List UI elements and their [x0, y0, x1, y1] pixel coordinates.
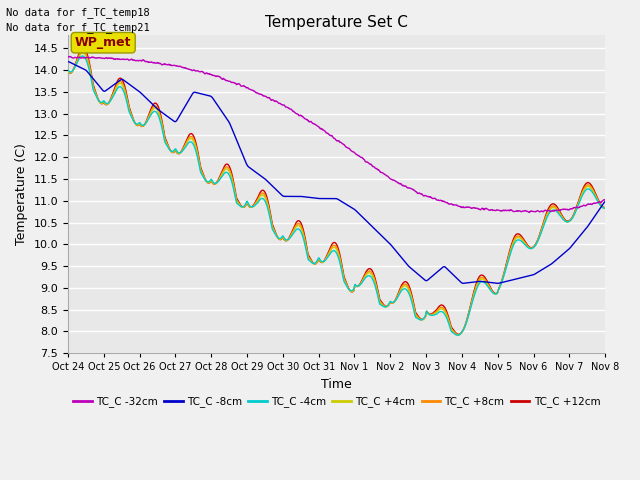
TC_C -32cm: [292, 111, 300, 117]
TC_C +8cm: [602, 205, 609, 211]
TC_C -8cm: [303, 194, 311, 200]
Title: Temperature Set C: Temperature Set C: [265, 15, 408, 30]
TC_C +4cm: [128, 114, 136, 120]
TC_C +8cm: [370, 275, 378, 280]
TC_C -8cm: [602, 199, 609, 204]
TC_C +4cm: [313, 259, 321, 264]
TC_C -32cm: [66, 54, 74, 60]
TC_C +8cm: [128, 113, 136, 119]
Y-axis label: Temperature (C): Temperature (C): [15, 143, 28, 245]
TC_C -4cm: [128, 115, 136, 120]
TC_C +4cm: [303, 251, 311, 257]
Line: TC_C -8cm: TC_C -8cm: [68, 62, 605, 283]
TC_C -4cm: [303, 253, 311, 259]
Line: TC_C +4cm: TC_C +4cm: [68, 53, 605, 335]
TC_C +8cm: [303, 250, 311, 256]
TC_C -4cm: [313, 258, 321, 264]
Line: TC_C -4cm: TC_C -4cm: [68, 56, 605, 335]
TC_C -32cm: [128, 56, 136, 62]
TC_C -32cm: [602, 197, 609, 203]
TC_C -8cm: [127, 83, 135, 89]
TC_C +8cm: [454, 332, 462, 338]
TC_C -4cm: [106, 99, 114, 105]
TC_C +8cm: [79, 48, 87, 54]
TC_C +4cm: [370, 276, 378, 282]
TC_C +4cm: [79, 50, 87, 56]
TC_C -4cm: [292, 227, 300, 232]
Line: TC_C +12cm: TC_C +12cm: [68, 48, 605, 335]
Text: WP_met: WP_met: [75, 36, 131, 49]
TC_C -4cm: [79, 53, 86, 59]
TC_C -32cm: [64, 54, 72, 60]
TC_C +12cm: [313, 260, 321, 265]
TC_C +4cm: [602, 205, 609, 211]
TC_C +12cm: [370, 272, 378, 278]
TC_C +8cm: [64, 69, 72, 74]
TC_C +12cm: [64, 69, 72, 75]
TC_C +12cm: [292, 219, 300, 225]
Legend: TC_C -32cm, TC_C -8cm, TC_C -4cm, TC_C +4cm, TC_C +8cm, TC_C +12cm: TC_C -32cm, TC_C -8cm, TC_C -4cm, TC_C +…: [68, 392, 604, 411]
Line: TC_C +8cm: TC_C +8cm: [68, 51, 605, 335]
TC_C +12cm: [303, 248, 311, 254]
TC_C -32cm: [525, 210, 533, 216]
TC_C +12cm: [455, 332, 463, 337]
TC_C +4cm: [64, 68, 72, 74]
TC_C -8cm: [106, 85, 113, 91]
TC_C +4cm: [106, 98, 114, 104]
TC_C +12cm: [106, 97, 114, 103]
TC_C +4cm: [454, 332, 462, 338]
TC_C -32cm: [106, 55, 114, 61]
TC_C +8cm: [292, 222, 300, 228]
TC_C +8cm: [313, 259, 321, 265]
TC_C -8cm: [292, 193, 300, 199]
TC_C -8cm: [64, 59, 72, 65]
TC_C -4cm: [64, 67, 72, 73]
TC_C -32cm: [303, 117, 311, 122]
TC_C +4cm: [292, 224, 300, 229]
TC_C -8cm: [313, 195, 321, 201]
Text: No data for f_TC_temp21: No data for f_TC_temp21: [6, 22, 150, 33]
TC_C +8cm: [106, 98, 114, 104]
TC_C +12cm: [128, 112, 136, 118]
TC_C -8cm: [493, 280, 501, 286]
TC_C -4cm: [602, 205, 609, 211]
TC_C -32cm: [370, 164, 378, 170]
TC_C +12cm: [602, 204, 609, 210]
TC_C -8cm: [370, 225, 378, 231]
Text: No data for f_TC_temp18: No data for f_TC_temp18: [6, 7, 150, 18]
X-axis label: Time: Time: [321, 378, 352, 391]
Line: TC_C -32cm: TC_C -32cm: [68, 57, 605, 213]
TC_C +12cm: [79, 45, 87, 51]
TC_C -32cm: [313, 123, 321, 129]
TC_C -4cm: [370, 280, 378, 286]
TC_C -4cm: [454, 332, 461, 338]
